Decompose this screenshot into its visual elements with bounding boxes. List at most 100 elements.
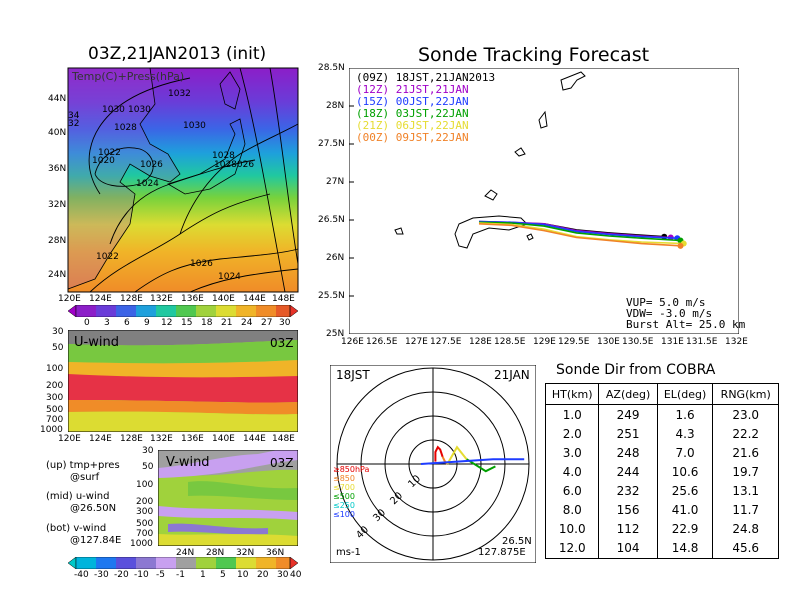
track-legend-0-jst: 18JST,21JAN2013 [395, 71, 496, 84]
wind-colorbar [68, 557, 298, 569]
table-cell: 244 [598, 462, 658, 482]
sonde-direction-table: HT(km) AZ(deg) EL(deg) RNG(km) 1.0 249 1.6… [544, 383, 779, 559]
uwind-p-1000: 1000 [40, 425, 63, 435]
temp-scale-15: 15 [181, 318, 193, 328]
track-lon-130.5: 130.5E [622, 337, 654, 347]
hodo-lat: 26.5N [502, 536, 532, 547]
uwind-lon-136: 136E [181, 434, 204, 444]
map-lon-label-120: 120E [58, 294, 81, 304]
u-wind-cross-section [68, 330, 298, 432]
table-cell: 1.0 [544, 404, 600, 425]
wind-scale-m20: -20 [114, 570, 129, 580]
hodograph: 10 20 30 40 [330, 365, 536, 563]
uwind-lon-120: 120E [58, 434, 81, 444]
table-row: 3.0 248 7.0 21.6 [544, 443, 779, 463]
track-legend-1-jst: 21JST,21JAN [395, 83, 469, 96]
track-legend-1-utc: (12Z) [356, 83, 390, 96]
track-lon-130: 130E [597, 337, 620, 347]
wind-scale-m30: -30 [94, 570, 109, 580]
track-lat-27: 27N [326, 177, 345, 187]
track-lat-26.5: 26.5N [318, 215, 345, 225]
track-lon-131: 131E [661, 337, 684, 347]
svg-text:1030: 1030 [128, 105, 151, 115]
track-legend-4-jst: 06JST,22JAN [395, 119, 469, 132]
map-lon-label-128: 128E [120, 294, 143, 304]
track-lon-126.5: 126.5E [366, 337, 398, 347]
svg-text:1028: 1028 [212, 151, 235, 161]
map-lon-label-132: 132E [150, 294, 173, 304]
note-bot: (bot) v-wind [46, 523, 107, 534]
wind-scale-40: 40 [290, 570, 302, 580]
track-param-burst: Burst Alt= 25.0 km [626, 318, 746, 331]
table-cell: 41.0 [656, 500, 714, 520]
track-legend-0-utc: (09Z) [356, 71, 390, 84]
table-header: EL(deg) [656, 383, 714, 405]
svg-text:1028026: 1028026 [214, 160, 254, 170]
wind-scale-m40: -40 [74, 570, 89, 580]
table-cell: 13.1 [712, 481, 779, 501]
table-cell: 2.0 [544, 424, 600, 444]
temp-scale-27: 27 [261, 318, 273, 328]
table-header-row: HT(km) AZ(deg) EL(deg) RNG(km) [544, 383, 779, 405]
svg-text:1026: 1026 [140, 160, 163, 170]
track-lon-127.5: 127.5E [430, 337, 462, 347]
note-up-2: @surf [70, 472, 100, 483]
uwind-lon-132: 132E [150, 434, 173, 444]
note-mid: (mid) u-wind [46, 491, 110, 502]
track-lat-28.5: 28.5N [318, 63, 345, 73]
hodo-level-1: ≤850 [333, 474, 355, 483]
uwind-lon-148: 148E [272, 434, 295, 444]
track-lon-126: 126E [341, 337, 364, 347]
uwind-p-30: 30 [52, 327, 64, 337]
table-cell: 10.6 [656, 462, 714, 482]
track-lon-129: 129E [533, 337, 556, 347]
map-lon-label-144: 144E [243, 294, 266, 304]
table-row: 10.0 112 22.9 24.8 [544, 519, 779, 539]
table-cell: 6.0 [544, 481, 600, 501]
table-cell: 7.0 [656, 443, 714, 463]
uwind-p-500: 500 [46, 405, 64, 415]
hodo-level-2: ≤700 [333, 483, 355, 492]
table-row: 4.0 244 10.6 19.7 [544, 462, 779, 482]
temperature-colorbar [68, 305, 298, 317]
vwind-lat-28: 28N [206, 548, 225, 558]
table-cell: 23.0 [712, 404, 779, 425]
vwind-p-1000: 1000 [130, 539, 153, 549]
vwind-lat-36: 36N [266, 548, 285, 558]
track-lat-25.5: 25.5N [318, 291, 345, 301]
temp-scale-18: 18 [201, 318, 213, 328]
table-cell: 249 [598, 404, 658, 425]
map-lon-label-148: 148E [272, 294, 295, 304]
track-param-vdw: VDW= -3.0 m/s [626, 307, 713, 320]
note-bot-2: @127.84E [70, 535, 122, 546]
init-title: 03Z,21JAN2013 (init) [88, 44, 267, 64]
track-lat-28: 28N [326, 101, 345, 111]
uwind-label: U-wind [74, 335, 119, 350]
track-lat-26: 26N [326, 253, 345, 263]
table-cell: 22.2 [712, 424, 779, 444]
table-row: 1.0 249 1.6 23.0 [544, 404, 779, 425]
wind-scale-10: 10 [237, 570, 249, 580]
track-lon-131.5: 131.5E [686, 337, 718, 347]
hodo-series-3 [466, 458, 496, 473]
map-field-label: Temp(C)+Press(hPa) [72, 70, 185, 83]
track-legend-3-jst: 03JST,22JAN [395, 107, 469, 120]
map-lat-label-28: 28N [48, 236, 67, 246]
map-lat-label-32: 32N [48, 200, 67, 210]
table-cell: 251 [598, 424, 658, 444]
uwind-p-300: 300 [46, 393, 64, 403]
table-cell: 45.6 [712, 538, 779, 559]
track-lon-129.5: 129.5E [558, 337, 590, 347]
uwind-lon-124: 124E [89, 434, 112, 444]
hodo-level-4: ≤250 [333, 501, 355, 510]
note-mid-2: @26.50N [70, 503, 117, 514]
wind-scale-30: 30 [277, 570, 289, 580]
map-lat-label-24: 24N [48, 270, 67, 280]
track-legend-5-utc: (00Z) [356, 131, 390, 144]
svg-text:1024: 1024 [218, 272, 241, 282]
map-lat-label-40: 40N [48, 128, 67, 138]
wind-scale-m5: -5 [156, 570, 165, 580]
uwind-p-100: 100 [46, 364, 64, 374]
svg-text:1030: 1030 [183, 121, 206, 131]
